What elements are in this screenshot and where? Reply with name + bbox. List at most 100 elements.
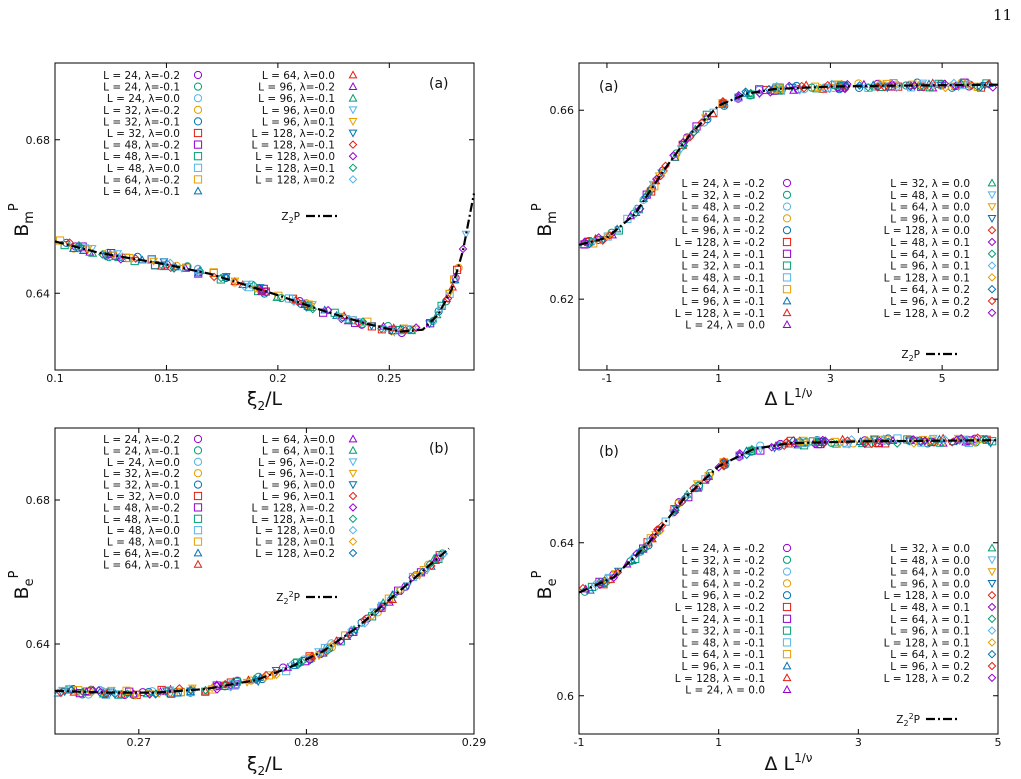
data-point [635, 204, 645, 214]
legend-entry-label: L = 32, λ=-0.1 [103, 116, 180, 128]
data-point [918, 435, 928, 444]
legend-entry-marker [348, 514, 358, 524]
y-axis-label-subscript: e [22, 578, 37, 586]
data-point [656, 171, 666, 181]
data-point [74, 241, 84, 250]
legend-entry-label: L = 64, λ = 0.1 [890, 614, 970, 626]
legend-entry-label: L = 64, λ = 0.1 [890, 249, 970, 261]
legend-entry-marker [193, 186, 203, 195]
data-point [692, 122, 701, 131]
data-point [606, 574, 616, 583]
legend: L = 24, λ = -0.2L = 32, λ = -0.2L = 48, … [675, 543, 997, 728]
legend-entry-label: L = 32, λ=-0.2 [103, 468, 180, 480]
chart-panel-0: 0.1 0.15 0.2 0.25 0.64 0.68 ξ2/L BmP (a) L = 24, … [7, 62, 476, 413]
y-tick-label: 0.64 [550, 537, 575, 550]
data-point [864, 439, 874, 448]
data-point [879, 434, 889, 444]
legend-entry-label: L = 48, λ = -0.1 [681, 272, 765, 284]
legend-entry-marker [782, 555, 792, 564]
data-point [431, 553, 441, 562]
legend-entry-label: L = 96, λ=-0.2 [258, 82, 335, 94]
legend-entry-marker [193, 457, 203, 466]
legend-entry-label: L = 32, λ = 0.0 [890, 543, 970, 555]
legend-entry-marker [987, 614, 997, 624]
legend-entry-label: L = 128, λ = -0.2 [675, 237, 765, 249]
legend-line-subscript: 2 [903, 719, 908, 728]
legend-entry-marker [987, 556, 997, 565]
legend-line-subscript: 2 [283, 597, 288, 606]
legend-entry-label: L = 32, λ = -0.2 [681, 190, 765, 202]
data-point [908, 435, 918, 444]
legend-entry-label: L = 96, λ = 0.2 [890, 296, 970, 308]
legend-entry-marker [782, 673, 792, 682]
data-point [94, 686, 104, 695]
legend-entry-label: L = 24, λ=0.0 [107, 93, 180, 105]
legend-entry-marker [987, 543, 997, 552]
data-point [408, 573, 417, 582]
legend-entry-label: L = 48, λ=-0.2 [103, 502, 180, 514]
data-point [212, 680, 222, 689]
legend-entry-marker [782, 214, 792, 223]
legend-entry-label: L = 64, λ = 0.2 [890, 284, 970, 296]
legend-entry-label: L = 128, λ = -0.1 [675, 673, 765, 685]
data-point [860, 439, 869, 449]
data-point [363, 317, 372, 326]
data-point [843, 436, 852, 445]
data-point [117, 689, 126, 698]
data-point [810, 82, 820, 91]
legend-entry-label: L = 64, λ=0.0 [262, 70, 335, 82]
legend-entry-label: L = 64, λ=-0.2 [103, 174, 180, 186]
legend-line-rest: P [294, 211, 300, 223]
legend-entry-label: L = 24, λ = -0.1 [681, 614, 765, 626]
legend-entry-marker [987, 215, 997, 224]
data-point [854, 83, 864, 92]
legend-entry-marker [348, 491, 358, 501]
legend-entry-label: L = 24, λ=-0.1 [103, 82, 180, 94]
data-point [648, 180, 658, 189]
legend-entry-marker [348, 469, 358, 478]
panel-label: (a) [599, 79, 619, 95]
data-point [337, 314, 346, 324]
legend-entry-marker [348, 537, 358, 546]
legend-entry-label: L = 64, λ = -0.2 [681, 213, 765, 225]
legend-entry-marker [348, 525, 358, 535]
data-point [756, 441, 765, 450]
page-number: 11 [993, 6, 1013, 24]
data-point [172, 688, 182, 697]
chart-panel-1: -1 1 3 5 0.62 0.66 Δ L1/ν BmP (a) L = 24, λ = -0.… [530, 62, 999, 410]
legend-entry-marker [987, 225, 997, 235]
plot-frame [54, 62, 475, 371]
y-axis-label: BmP [7, 203, 37, 237]
data-point [970, 434, 979, 443]
x-axis-label-subscript: 2 [257, 399, 265, 413]
data-point [428, 316, 437, 326]
y-axis-label: BeP [530, 570, 560, 599]
legend-entry-marker [782, 579, 792, 588]
data-point [130, 256, 139, 266]
legend-entry-marker [193, 140, 203, 149]
legend-entry-label: L = 24, λ=-0.1 [103, 445, 180, 457]
legend-entry-marker [782, 543, 792, 553]
x-tick-label: -1 [574, 736, 585, 749]
legend-entry-marker [348, 458, 358, 467]
data-point [344, 630, 354, 640]
legend-entry-label: L = 32, λ = -0.2 [681, 555, 765, 567]
x-axis-label-superscript: 1/ν [794, 751, 813, 765]
x-tick-label: 5 [995, 736, 1002, 749]
y-axis-label-subscript: e [545, 578, 560, 586]
legend-entry-marker [782, 202, 792, 211]
data-point [964, 80, 974, 90]
data-point [67, 685, 76, 695]
legend-entry-label: L = 128, λ = -0.1 [675, 308, 765, 320]
legend-entry-marker [193, 480, 203, 489]
data-point [328, 640, 337, 650]
legend-entry-marker [782, 591, 792, 600]
data-point [988, 83, 998, 92]
data-point [834, 80, 843, 89]
legend-entry-label: L = 128, λ = 0.0 [884, 590, 970, 602]
legend-entry-marker [193, 446, 203, 455]
legend-entry-label: L = 128, λ = 0.1 [884, 637, 970, 649]
panel-label: (b) [599, 444, 619, 460]
data-point [634, 205, 643, 214]
data-point [631, 207, 641, 216]
